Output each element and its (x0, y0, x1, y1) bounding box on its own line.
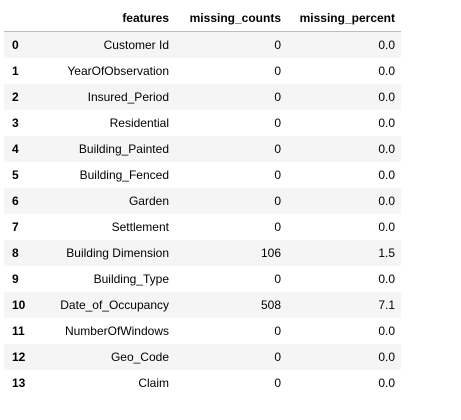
cell-missing-counts: 0 (274, 350, 281, 364)
cell-missing-counts: 0 (274, 168, 281, 182)
cell-missing-percent: 0.0 (378, 324, 395, 338)
row-index: 8 (12, 246, 19, 260)
row-index: 4 (12, 142, 19, 156)
cell-features: YearOfObservation (67, 64, 169, 78)
missing-values-table: features missing_counts missing_percent … (4, 5, 401, 396)
row-index: 3 (12, 116, 19, 130)
cell-missing-counts: 508 (260, 298, 281, 312)
cell-missing-counts: 0 (274, 116, 281, 130)
cell-missing-percent: 0.0 (378, 38, 395, 52)
cell-missing-percent: 0.0 (378, 116, 395, 130)
cell-features: Building_Fenced (79, 168, 169, 182)
column-header-features: features (38, 5, 175, 32)
cell-missing-counts: 0 (274, 38, 281, 52)
cell-features: Residential (109, 116, 169, 130)
cell-features: Building_Type (93, 272, 169, 286)
cell-missing-counts: 0 (274, 142, 281, 156)
cell-missing-percent: 0.0 (378, 168, 395, 182)
row-index: 10 (12, 298, 26, 312)
row-index: 5 (12, 168, 19, 182)
cell-missing-counts: 0 (274, 220, 281, 234)
table-row: 3 Residential 0 0.0 (4, 110, 401, 136)
row-index: 6 (12, 194, 19, 208)
table-row: 10 Date_of_Occupancy 508 7.1 (4, 292, 401, 318)
cell-missing-percent: 0.0 (378, 220, 395, 234)
table-row: 7 Settlement 0 0.0 (4, 214, 401, 240)
cell-features: Building_Painted (78, 142, 169, 156)
table-header: features missing_counts missing_percent (4, 5, 401, 32)
cell-missing-counts: 0 (274, 90, 281, 104)
cell-missing-percent: 0.0 (378, 142, 395, 156)
table-row: 8 Building Dimension 106 1.5 (4, 240, 401, 266)
cell-missing-percent: 7.1 (378, 298, 395, 312)
index-header (4, 5, 38, 32)
cell-features: Geo_Code (110, 350, 169, 364)
cell-missing-percent: 0.0 (378, 90, 395, 104)
cell-missing-counts: 0 (274, 64, 281, 78)
cell-features: NumberOfWindows (64, 324, 169, 338)
dataframe-output: features missing_counts missing_percent … (4, 5, 401, 396)
row-index: 2 (12, 90, 19, 104)
row-index: 13 (12, 376, 26, 390)
table-row: 6 Garden 0 0.0 (4, 188, 401, 214)
table-row: 13 Claim 0 0.0 (4, 370, 401, 396)
cell-features: Claim (138, 376, 169, 390)
table-row: 0 Customer Id 0 0.0 (4, 31, 401, 58)
header-row: features missing_counts missing_percent (4, 5, 401, 32)
cell-features: Date_of_Occupancy (60, 298, 169, 312)
row-index: 0 (12, 38, 19, 52)
column-header-missing-counts: missing_counts (175, 5, 287, 32)
cell-features: Settlement (111, 220, 169, 234)
row-index: 7 (12, 220, 19, 234)
table-row: 2 Insured_Period 0 0.0 (4, 84, 401, 110)
table-row: 9 Building_Type 0 0.0 (4, 266, 401, 292)
table-row: 1 YearOfObservation 0 0.0 (4, 58, 401, 84)
column-header-missing-percent: missing_percent (287, 5, 401, 32)
cell-missing-counts: 0 (274, 324, 281, 338)
cell-missing-counts: 0 (274, 272, 281, 286)
table-row: 11 NumberOfWindows 0 0.0 (4, 318, 401, 344)
cell-missing-percent: 0.0 (378, 272, 395, 286)
table-row: 12 Geo_Code 0 0.0 (4, 344, 401, 370)
row-index: 9 (12, 272, 19, 286)
row-index: 12 (12, 350, 26, 364)
cell-missing-percent: 0.0 (378, 376, 395, 390)
cell-features: Customer Id (103, 38, 169, 52)
row-index: 1 (12, 64, 19, 78)
cell-features: Building Dimension (66, 246, 169, 260)
cell-features: Insured_Period (87, 90, 169, 104)
cell-missing-percent: 1.5 (378, 246, 395, 260)
cell-missing-percent: 0.0 (378, 194, 395, 208)
table-body: 0 Customer Id 0 0.0 1 YearOfObservation 0 0.0 2 I… (4, 31, 401, 397)
cell-missing-counts: 0 (274, 194, 281, 208)
cell-missing-counts: 0 (274, 376, 281, 390)
cell-missing-percent: 0.0 (378, 350, 395, 364)
table-row: 4 Building_Painted 0 0.0 (4, 136, 401, 162)
row-index: 11 (12, 324, 25, 338)
cell-missing-counts: 106 (260, 246, 281, 260)
cell-missing-percent: 0.0 (378, 64, 395, 78)
table-row: 5 Building_Fenced 0 0.0 (4, 162, 401, 188)
cell-features: Garden (128, 194, 169, 208)
